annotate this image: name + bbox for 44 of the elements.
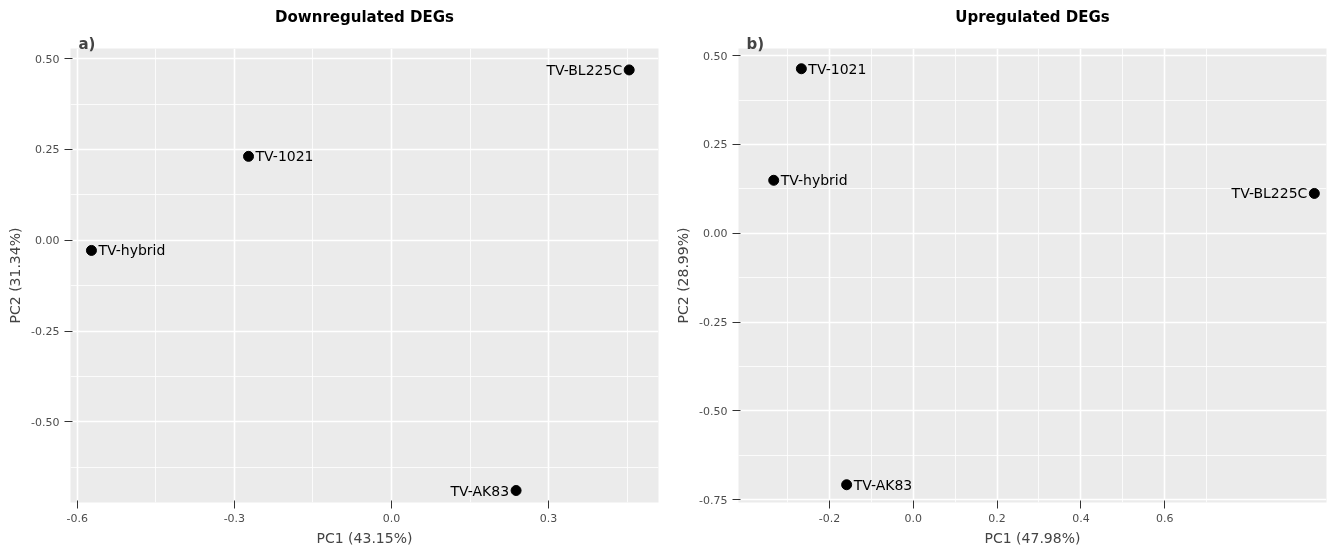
y-tick-label: 0.25 — [703, 138, 728, 152]
x-tick-label: -0.6 — [66, 511, 89, 525]
x-tick-label: 0.4 — [1072, 511, 1090, 525]
y-tick-label: -0.50 — [699, 404, 728, 418]
point — [1308, 187, 1320, 199]
y-tick-label: 0.00 — [703, 227, 728, 241]
series-label: TV-BL225C — [1230, 185, 1308, 202]
point — [243, 150, 255, 162]
point — [510, 485, 522, 496]
x-tick-label: 0.0 — [382, 511, 401, 525]
y-tick-label: 0.50 — [703, 49, 728, 63]
x-tick-label: 0.3 — [539, 511, 558, 525]
y-tick-label: -0.75 — [699, 493, 728, 507]
y-axis-title: PC2 (31.34%) — [7, 227, 24, 324]
x-tick-label: 0.2 — [988, 511, 1006, 525]
series-label: TV-hybrid — [97, 242, 166, 259]
x-axis-title: PC1 (47.98%) — [984, 529, 1081, 546]
series-label: TV-AK83 — [852, 476, 913, 493]
y-axis-title: PC2 (28.99%) — [675, 227, 692, 324]
series-label: TV-1021 — [807, 60, 867, 77]
series-label: TV-BL225C — [545, 61, 623, 78]
series-label: TV-AK83 — [449, 482, 510, 499]
x-tick-label: 0.0 — [904, 511, 923, 525]
y-tick-label: -0.50 — [31, 415, 60, 429]
x-axis-title: PC1 (43.15%) — [316, 529, 413, 546]
x-tick-label: 0.6 — [1155, 511, 1174, 525]
point — [768, 174, 780, 186]
annotation: b) — [746, 34, 765, 53]
point — [85, 244, 97, 256]
y-tick-label: -0.25 — [31, 325, 60, 339]
y-tick-label: 0.00 — [35, 234, 60, 248]
point — [795, 63, 807, 75]
series-label: TV-hybrid — [779, 172, 848, 189]
point — [841, 479, 853, 491]
chart-title: Downregulated DEGs — [275, 7, 454, 26]
x-tick-label: -0.3 — [223, 511, 246, 525]
annotation: a) — [78, 34, 96, 53]
x-tick-label: -0.2 — [818, 511, 841, 525]
y-tick-label: -0.25 — [699, 316, 728, 330]
chart-title: Upregulated DEGs — [955, 7, 1110, 26]
series-label: TV-1021 — [254, 148, 314, 165]
point — [623, 64, 635, 76]
y-tick-label: 0.50 — [35, 52, 60, 66]
y-tick-label: 0.25 — [35, 143, 60, 157]
